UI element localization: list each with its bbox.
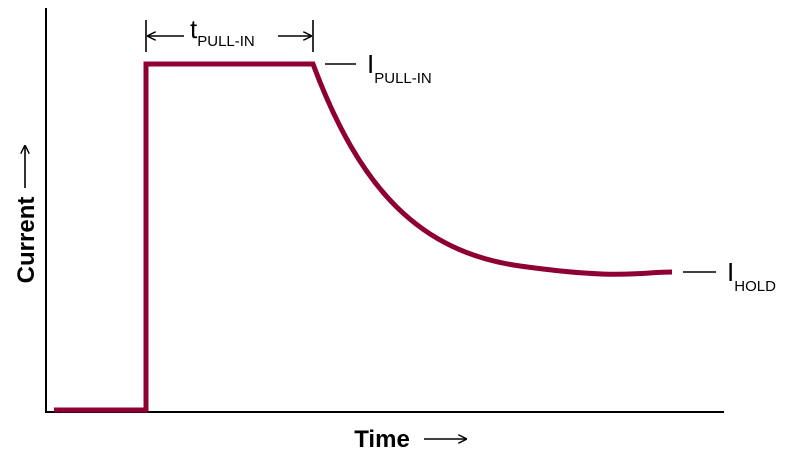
subscript: HOLD: [734, 278, 776, 295]
x-axis-label: Time: [354, 426, 410, 452]
y-axis-label: Current: [13, 197, 40, 284]
i-pull-in-label: IPULL-IN: [367, 49, 432, 87]
symbol: I: [367, 49, 374, 79]
current-waveform: [54, 61, 673, 413]
i-hold-label: IHOLD: [727, 257, 776, 295]
subscript: PULL-IN: [197, 33, 255, 50]
symbol: t: [190, 14, 198, 44]
subscript: PULL-IN: [374, 70, 432, 87]
symbol: I: [727, 257, 734, 287]
t-pull-in-label: tPULL-IN: [190, 14, 255, 50]
